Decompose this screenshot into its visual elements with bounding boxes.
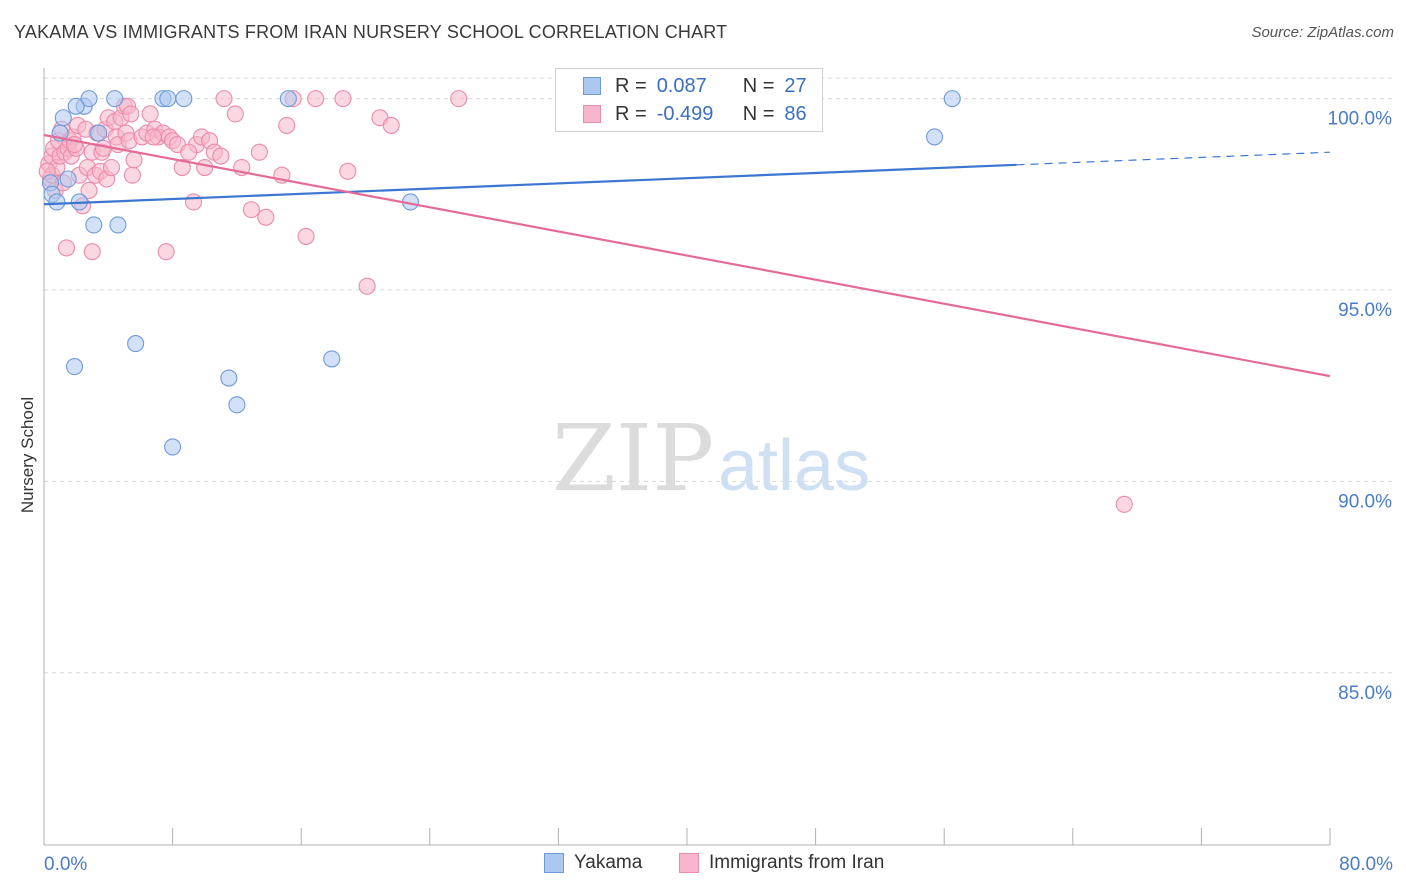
- iran-point: [57, 239, 76, 257]
- chart-source: Source: ZipAtlas.com: [1251, 24, 1394, 41]
- legend-iran-swatch: [679, 853, 699, 873]
- y-tick-label: 100.0%: [1328, 109, 1393, 130]
- yakama-trend-extension: [1016, 151, 1331, 166]
- yakama-point: [926, 128, 944, 146]
- yakama-point: [90, 124, 108, 142]
- iran-point: [242, 201, 260, 219]
- watermark-zip: ZIP: [552, 405, 714, 512]
- yakama-r-label: R =: [615, 74, 647, 97]
- yakama-n-value: 27: [784, 74, 807, 97]
- iran-point: [358, 277, 376, 295]
- iran-point: [307, 90, 325, 108]
- iran-swatch: [583, 105, 601, 123]
- stats-row-iran: R = -0.499 N = 86: [556, 100, 807, 128]
- iran-point: [339, 162, 357, 180]
- yakama-point: [175, 90, 193, 108]
- yakama-point: [323, 350, 341, 368]
- yakama-point: [109, 216, 127, 234]
- iran-n-value: 86: [784, 102, 807, 125]
- yakama-swatch: [583, 77, 601, 95]
- stats-legend: R = 0.087 N = 27 R = -0.499 N = 86: [555, 68, 823, 132]
- iran-point: [94, 139, 113, 157]
- legend-yakama-label: Yakama: [574, 852, 643, 873]
- iran-point: [180, 143, 198, 161]
- yakama-point: [65, 358, 84, 376]
- x-tick-label: 80.0%: [1339, 854, 1393, 875]
- iran-point: [382, 116, 400, 134]
- legend-iran-label: Immigrants from Iran: [709, 852, 885, 873]
- yakama-trend-line: [43, 163, 1017, 206]
- yakama-point: [67, 97, 85, 115]
- iran-point: [450, 90, 468, 108]
- yakama-n-label: N =: [742, 74, 775, 97]
- iran-point: [196, 158, 214, 177]
- iran-r-label: R =: [615, 102, 647, 125]
- iran-trend-line: [43, 133, 1331, 378]
- iran-point: [123, 166, 141, 184]
- yakama-point: [59, 170, 77, 188]
- chart-title: YAKAMA VS IMMIGRANTS FROM IRAN NURSERY S…: [14, 22, 728, 42]
- trend-layer: [43, 133, 1331, 378]
- watermark-atlas: atlas: [718, 426, 870, 506]
- yakama-point: [279, 90, 297, 108]
- yakama-point: [106, 90, 124, 108]
- yakama-point: [159, 90, 177, 108]
- yakama-point: [80, 90, 98, 108]
- yakama-point: [85, 216, 103, 234]
- yakama-r-value: 0.087: [656, 74, 707, 97]
- points-layer: [38, 90, 1133, 513]
- iran-point: [83, 243, 101, 261]
- iran-point: [80, 181, 98, 200]
- yakama-point: [48, 193, 66, 211]
- axis-layer: 100.0% 95.0% 90.0% 85.0% 0.0% 80.0%: [43, 68, 1393, 875]
- iran-point: [215, 90, 233, 108]
- iran-point: [173, 158, 191, 177]
- iran-point: [212, 147, 230, 165]
- iran-point: [125, 151, 143, 169]
- iran-n-label: N =: [742, 102, 775, 125]
- iran-point: [122, 105, 140, 123]
- yakama-point: [54, 109, 72, 127]
- y-tick-label: 90.0%: [1338, 491, 1392, 512]
- iran-r-value: -0.499: [656, 102, 714, 125]
- iran-point: [250, 143, 268, 161]
- legend-yakama-swatch: [544, 853, 564, 873]
- legend-item-iran: Immigrants from Iran: [679, 852, 884, 874]
- iran-point: [141, 105, 159, 123]
- iran-point: [1115, 495, 1133, 513]
- iran-point: [278, 116, 296, 134]
- iran-point: [226, 105, 244, 123]
- iran-point: [257, 208, 275, 226]
- yakama-point: [228, 396, 246, 414]
- stats-row-yakama: R = 0.087 N = 27: [556, 72, 807, 100]
- x-tick-label: 0.0%: [44, 854, 87, 875]
- y-tick-label: 85.0%: [1338, 683, 1392, 704]
- iran-point: [144, 128, 162, 146]
- y-axis-label: Nursery School: [18, 397, 37, 513]
- yakama-point: [164, 438, 182, 456]
- yakama-point: [220, 369, 238, 387]
- iran-point: [157, 243, 175, 261]
- iran-point: [102, 158, 121, 177]
- iran-point: [297, 227, 315, 245]
- legend-item-yakama: Yakama: [544, 852, 642, 874]
- y-tick-label: 95.0%: [1338, 300, 1392, 321]
- iran-point: [334, 90, 352, 108]
- iran-point: [184, 193, 203, 211]
- yakama-point: [943, 90, 961, 108]
- yakama-point: [127, 335, 145, 353]
